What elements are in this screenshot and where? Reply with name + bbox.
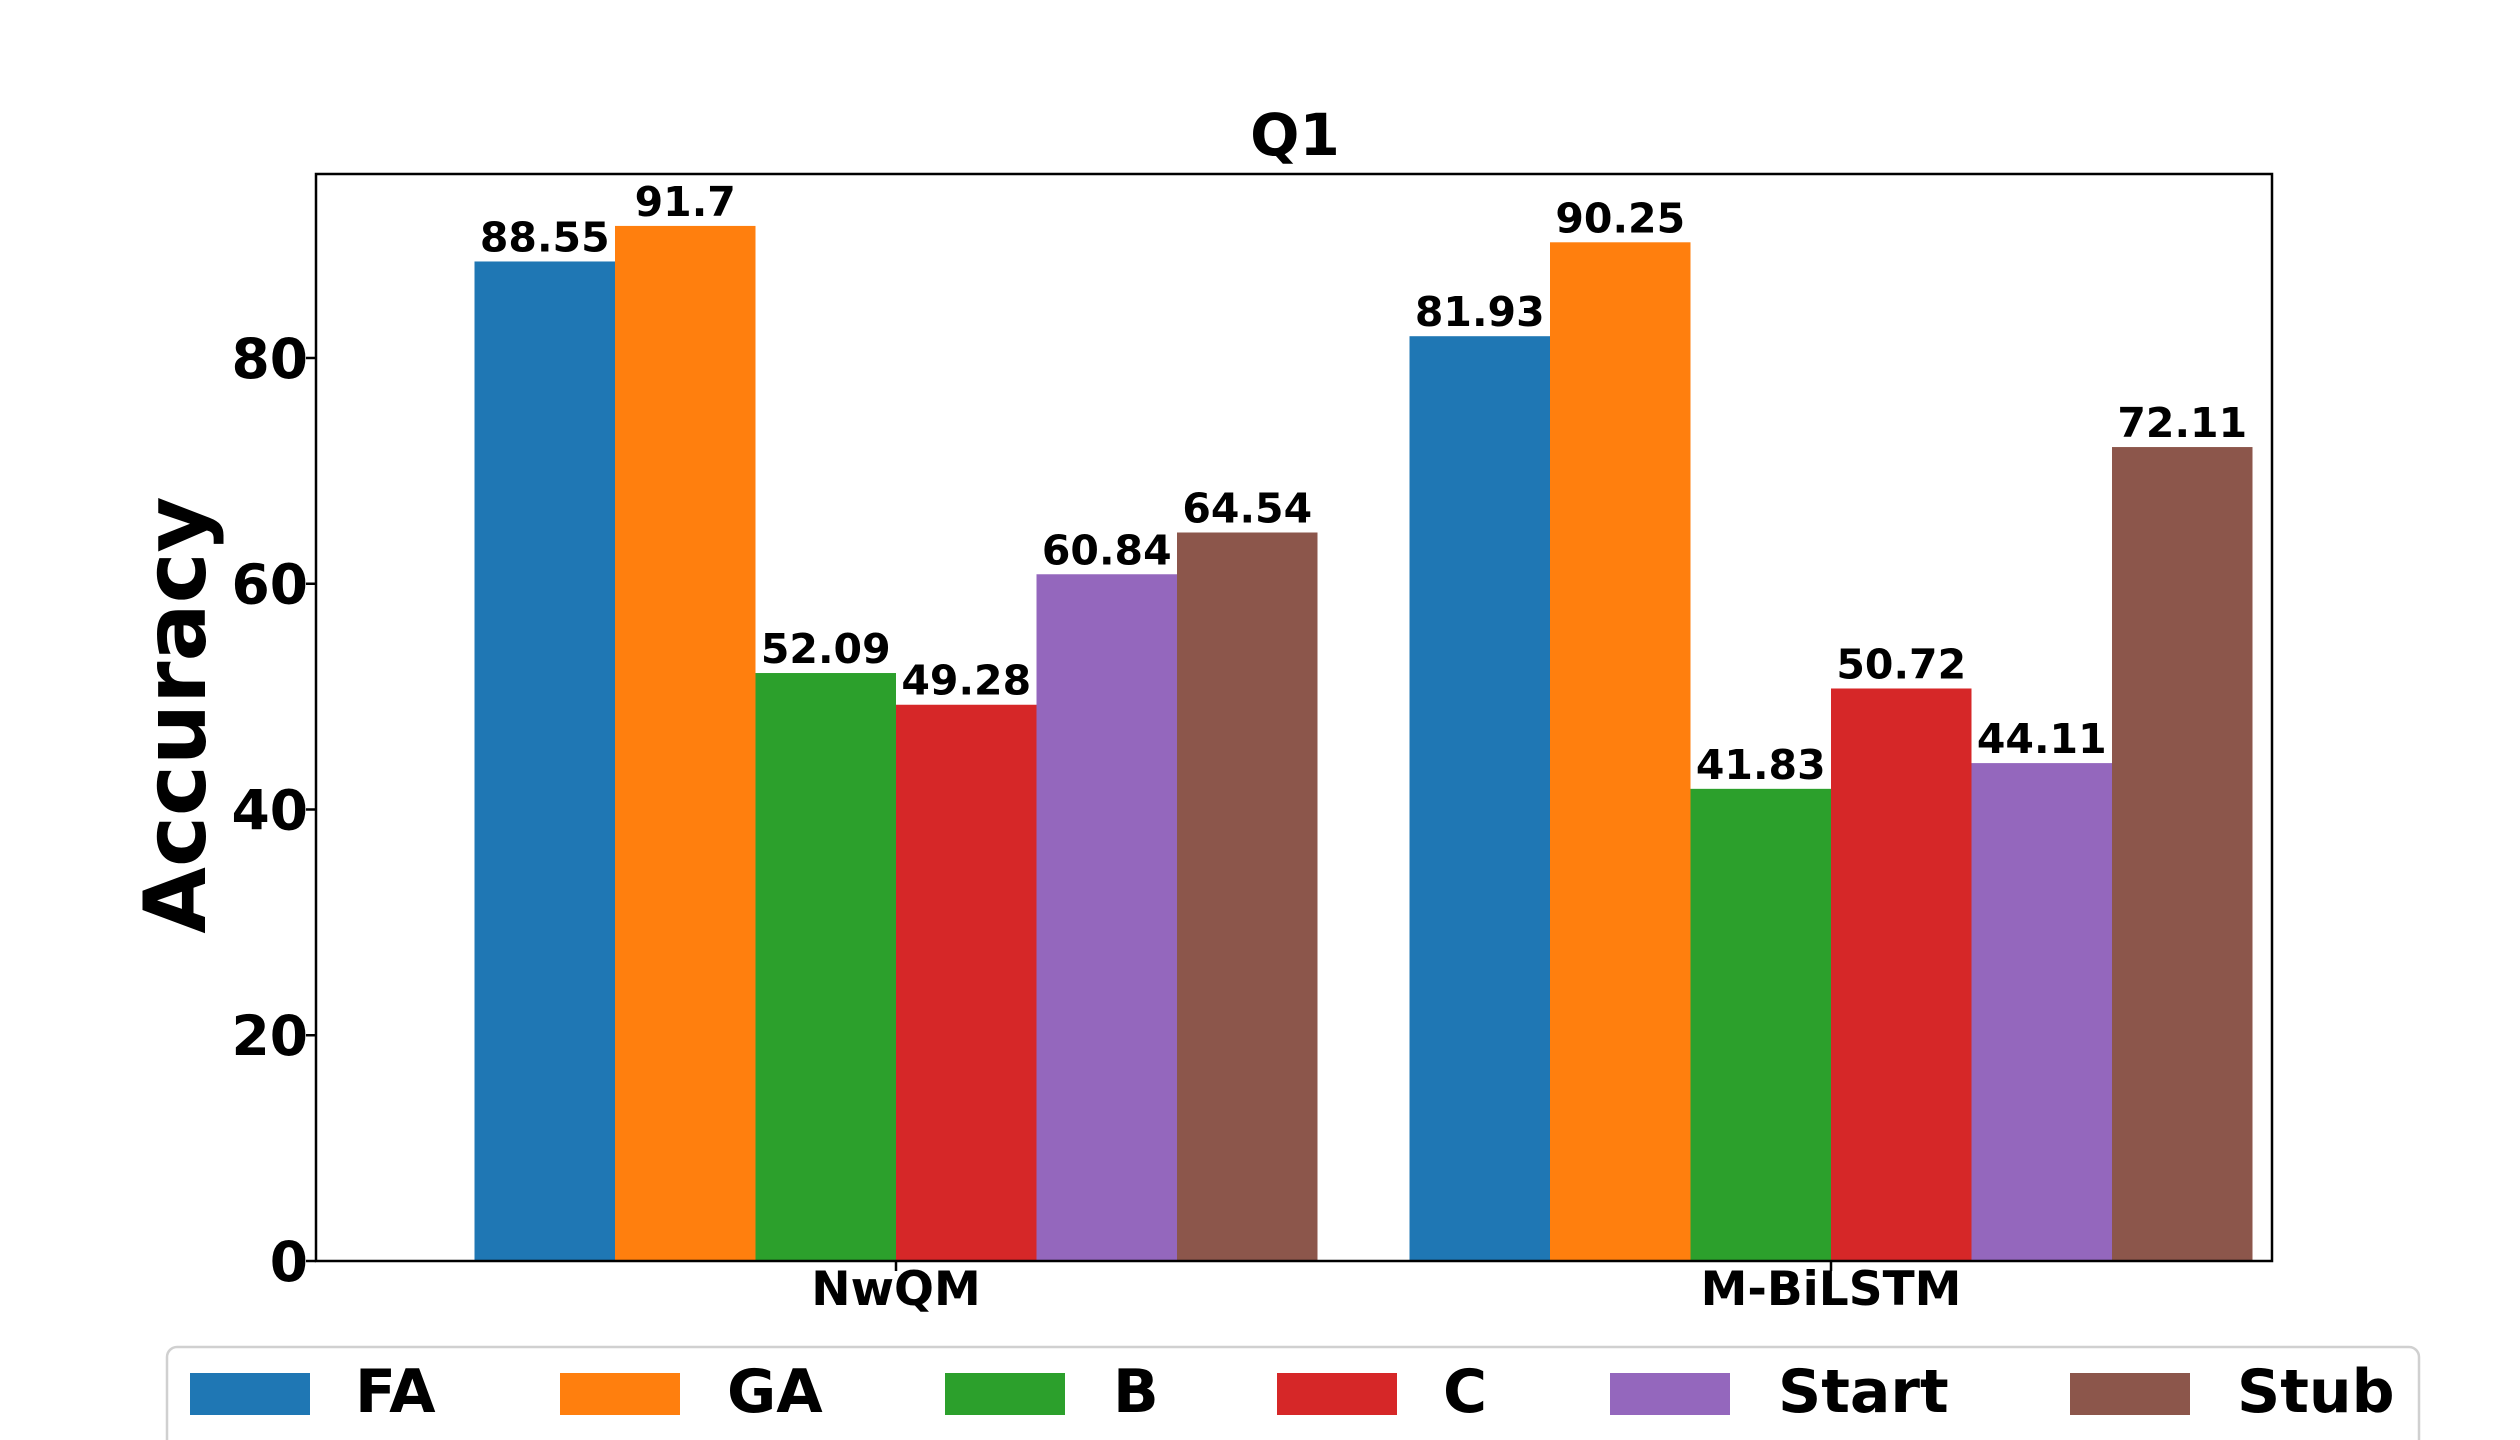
data-label-ga-m-bilstm: 90.25 — [1555, 194, 1685, 242]
bar-fa-nwqm — [474, 261, 615, 1261]
bar-fa-m-bilstm — [1409, 336, 1550, 1261]
data-label-b-m-bilstm: 41.83 — [1696, 741, 1826, 789]
data-label-c-nwqm: 49.28 — [901, 657, 1031, 705]
y-tick-label: 40 — [231, 778, 308, 842]
legend-label-start: Start — [1778, 1357, 1949, 1427]
bar-ga-nwqm — [615, 225, 756, 1262]
legend-swatch-stub — [2070, 1373, 2190, 1415]
legend-label-b: B — [1113, 1357, 1159, 1427]
x-tick-label-nwqm: NwQM — [811, 1262, 980, 1317]
bar-b-nwqm — [755, 673, 896, 1261]
y-tick-label: 80 — [231, 327, 308, 391]
data-label-start-m-bilstm: 44.11 — [1977, 715, 2107, 763]
legend-label-ga: GA — [727, 1357, 823, 1427]
legend: FA GA B C Start Stub — [165, 1345, 2421, 1440]
bar-c-m-bilstm — [1831, 688, 1972, 1261]
bar-stub-nwqm — [1177, 532, 1318, 1261]
data-label-c-m-bilstm: 50.72 — [1836, 640, 1966, 688]
bar-start-nwqm — [1036, 574, 1177, 1261]
plot-frame — [314, 172, 2274, 1263]
y-axis-label: Accuracy — [126, 496, 226, 933]
data-label-ga-nwqm: 91.7 — [635, 178, 736, 226]
data-label-fa-m-bilstm: 81.93 — [1415, 288, 1545, 336]
bar-ga-m-bilstm — [1550, 242, 1691, 1262]
data-label-start-nwqm: 60.84 — [1042, 526, 1172, 574]
bar-start-m-bilstm — [1971, 763, 2112, 1261]
bar-b-m-bilstm — [1690, 788, 1831, 1261]
data-label-stub-nwqm: 64.54 — [1182, 484, 1312, 532]
data-label-stub-m-bilstm: 72.11 — [2117, 399, 2247, 447]
y-tick-label: 60 — [231, 553, 308, 617]
legend-swatch-b — [945, 1373, 1065, 1415]
x-tick-label-m-bilstm: M-BiLSTM — [1701, 1262, 1962, 1317]
legend-swatch-fa — [190, 1373, 310, 1415]
legend-swatch-ga — [560, 1373, 680, 1415]
legend-swatch-c — [1277, 1373, 1397, 1415]
legend-label-fa: FA — [355, 1357, 436, 1427]
bar-c-nwqm — [896, 704, 1037, 1261]
legend-swatch-start — [1610, 1373, 1730, 1415]
y-tick-label: 0 — [270, 1230, 308, 1294]
legend-label-c: C — [1443, 1357, 1487, 1427]
y-tick-label: 20 — [231, 1004, 308, 1068]
data-label-fa-nwqm: 88.55 — [480, 213, 610, 261]
data-label-b-nwqm: 52.09 — [761, 625, 891, 673]
legend-label-stub: Stub — [2237, 1357, 2395, 1427]
bar-stub-m-bilstm — [2112, 447, 2253, 1261]
chart-title: Q1 — [1250, 101, 1340, 169]
